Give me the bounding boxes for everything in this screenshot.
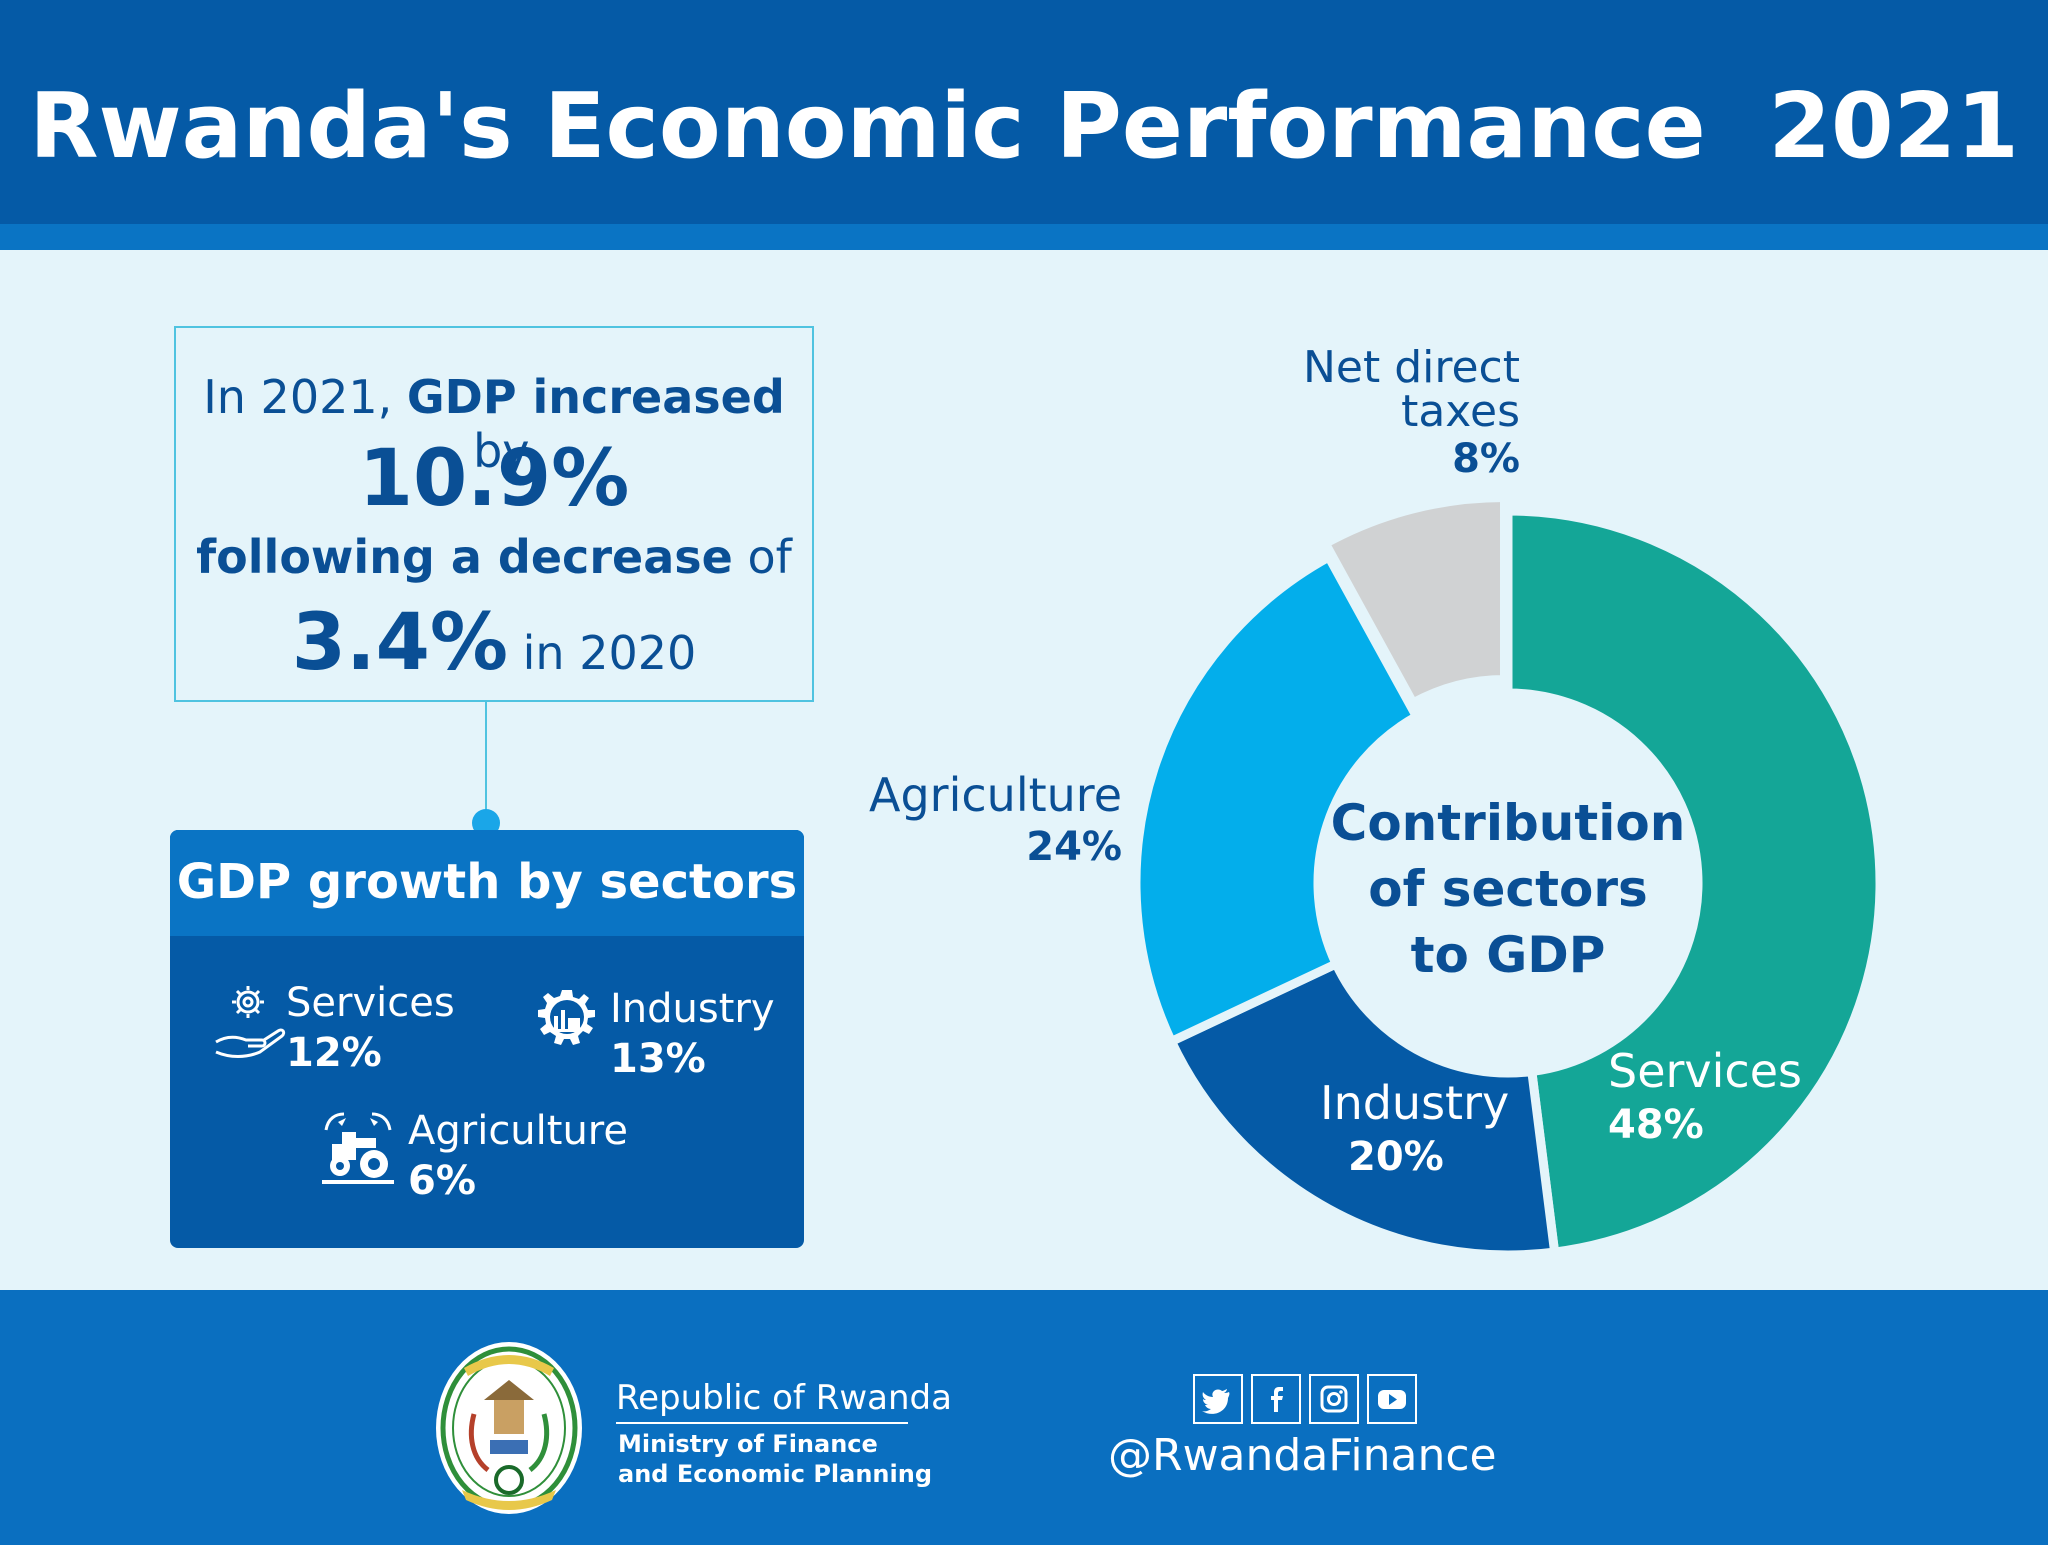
sector-value-agriculture: 6% (408, 1158, 476, 1204)
footer-ministry-line-1: Ministry of Finance (618, 1430, 878, 1458)
header-bar (0, 0, 2048, 224)
label-agriculture-value: 24% (1026, 824, 1122, 870)
footer-ministry-line-2: and Economic Planning (618, 1460, 932, 1488)
sector-growth-header (170, 830, 804, 936)
label-taxes-value: 8% (1452, 436, 1520, 482)
label-taxes-name: Net direct taxes (1302, 342, 1520, 437)
footer-republic: Republic of Rwanda (616, 1378, 952, 1418)
contribution-donut-chart (1136, 492, 1880, 1256)
label-industry-value: 20% (1348, 1134, 1444, 1180)
sector-growth-title: GDP growth by sectors (176, 854, 798, 910)
footer-divider (616, 1422, 908, 1424)
donut-slice-net-direct-taxes (1319, 492, 1510, 710)
facebook-icon[interactable] (1251, 1374, 1301, 1424)
sector-value-services: 12% (286, 1030, 382, 1076)
label-services-value: 48% (1608, 1102, 1704, 1148)
header-stripe (0, 224, 2048, 250)
services-hand-gear-icon (215, 986, 286, 1058)
gdp-line-4: 3.4% in 2020 (291, 598, 697, 688)
instagram-icon[interactable] (1309, 1374, 1359, 1424)
agriculture-tractor-icon (322, 1112, 394, 1184)
donut-center-hole (1316, 691, 1700, 1075)
footer-bar (0, 1290, 2048, 1545)
twitter-icon[interactable] (1193, 1374, 1243, 1424)
industry-gear-factory-icon (538, 990, 595, 1045)
label-agriculture-name: Agriculture (869, 768, 1122, 822)
label-industry-name: Industry (1320, 1076, 1510, 1130)
label-services-name: Services (1608, 1044, 1802, 1098)
sector-name-services: Services (286, 980, 455, 1026)
rwanda-coat-of-arms-seal (436, 1342, 582, 1514)
footer-social-handle[interactable]: @RwandaFinance (1108, 1430, 1497, 1481)
gdp-summary-box: In 2021, GDP increased by 10.9% followin… (174, 326, 814, 702)
sector-name-agriculture: Agriculture (408, 1108, 628, 1154)
gdp-growth-value: 10.9% (358, 434, 630, 524)
sector-value-industry: 13% (610, 1036, 706, 1082)
gdp-decrease-value: 3.4% (291, 598, 509, 688)
gdp-line-3: following a decrease of (196, 530, 792, 584)
sector-growth-panel: GDP growth by sectors Services 12% (170, 830, 804, 1248)
youtube-icon[interactable] (1367, 1374, 1417, 1424)
gdp-line-1: In 2021, GDP increased by (203, 370, 785, 478)
connector-line (485, 702, 487, 822)
page-title: Rwanda's Economic Performance 2021 (29, 74, 2019, 179)
chart-center-title: Contribution of sectors to GDP (1330, 794, 1686, 984)
sector-name-industry: Industry (610, 986, 775, 1032)
